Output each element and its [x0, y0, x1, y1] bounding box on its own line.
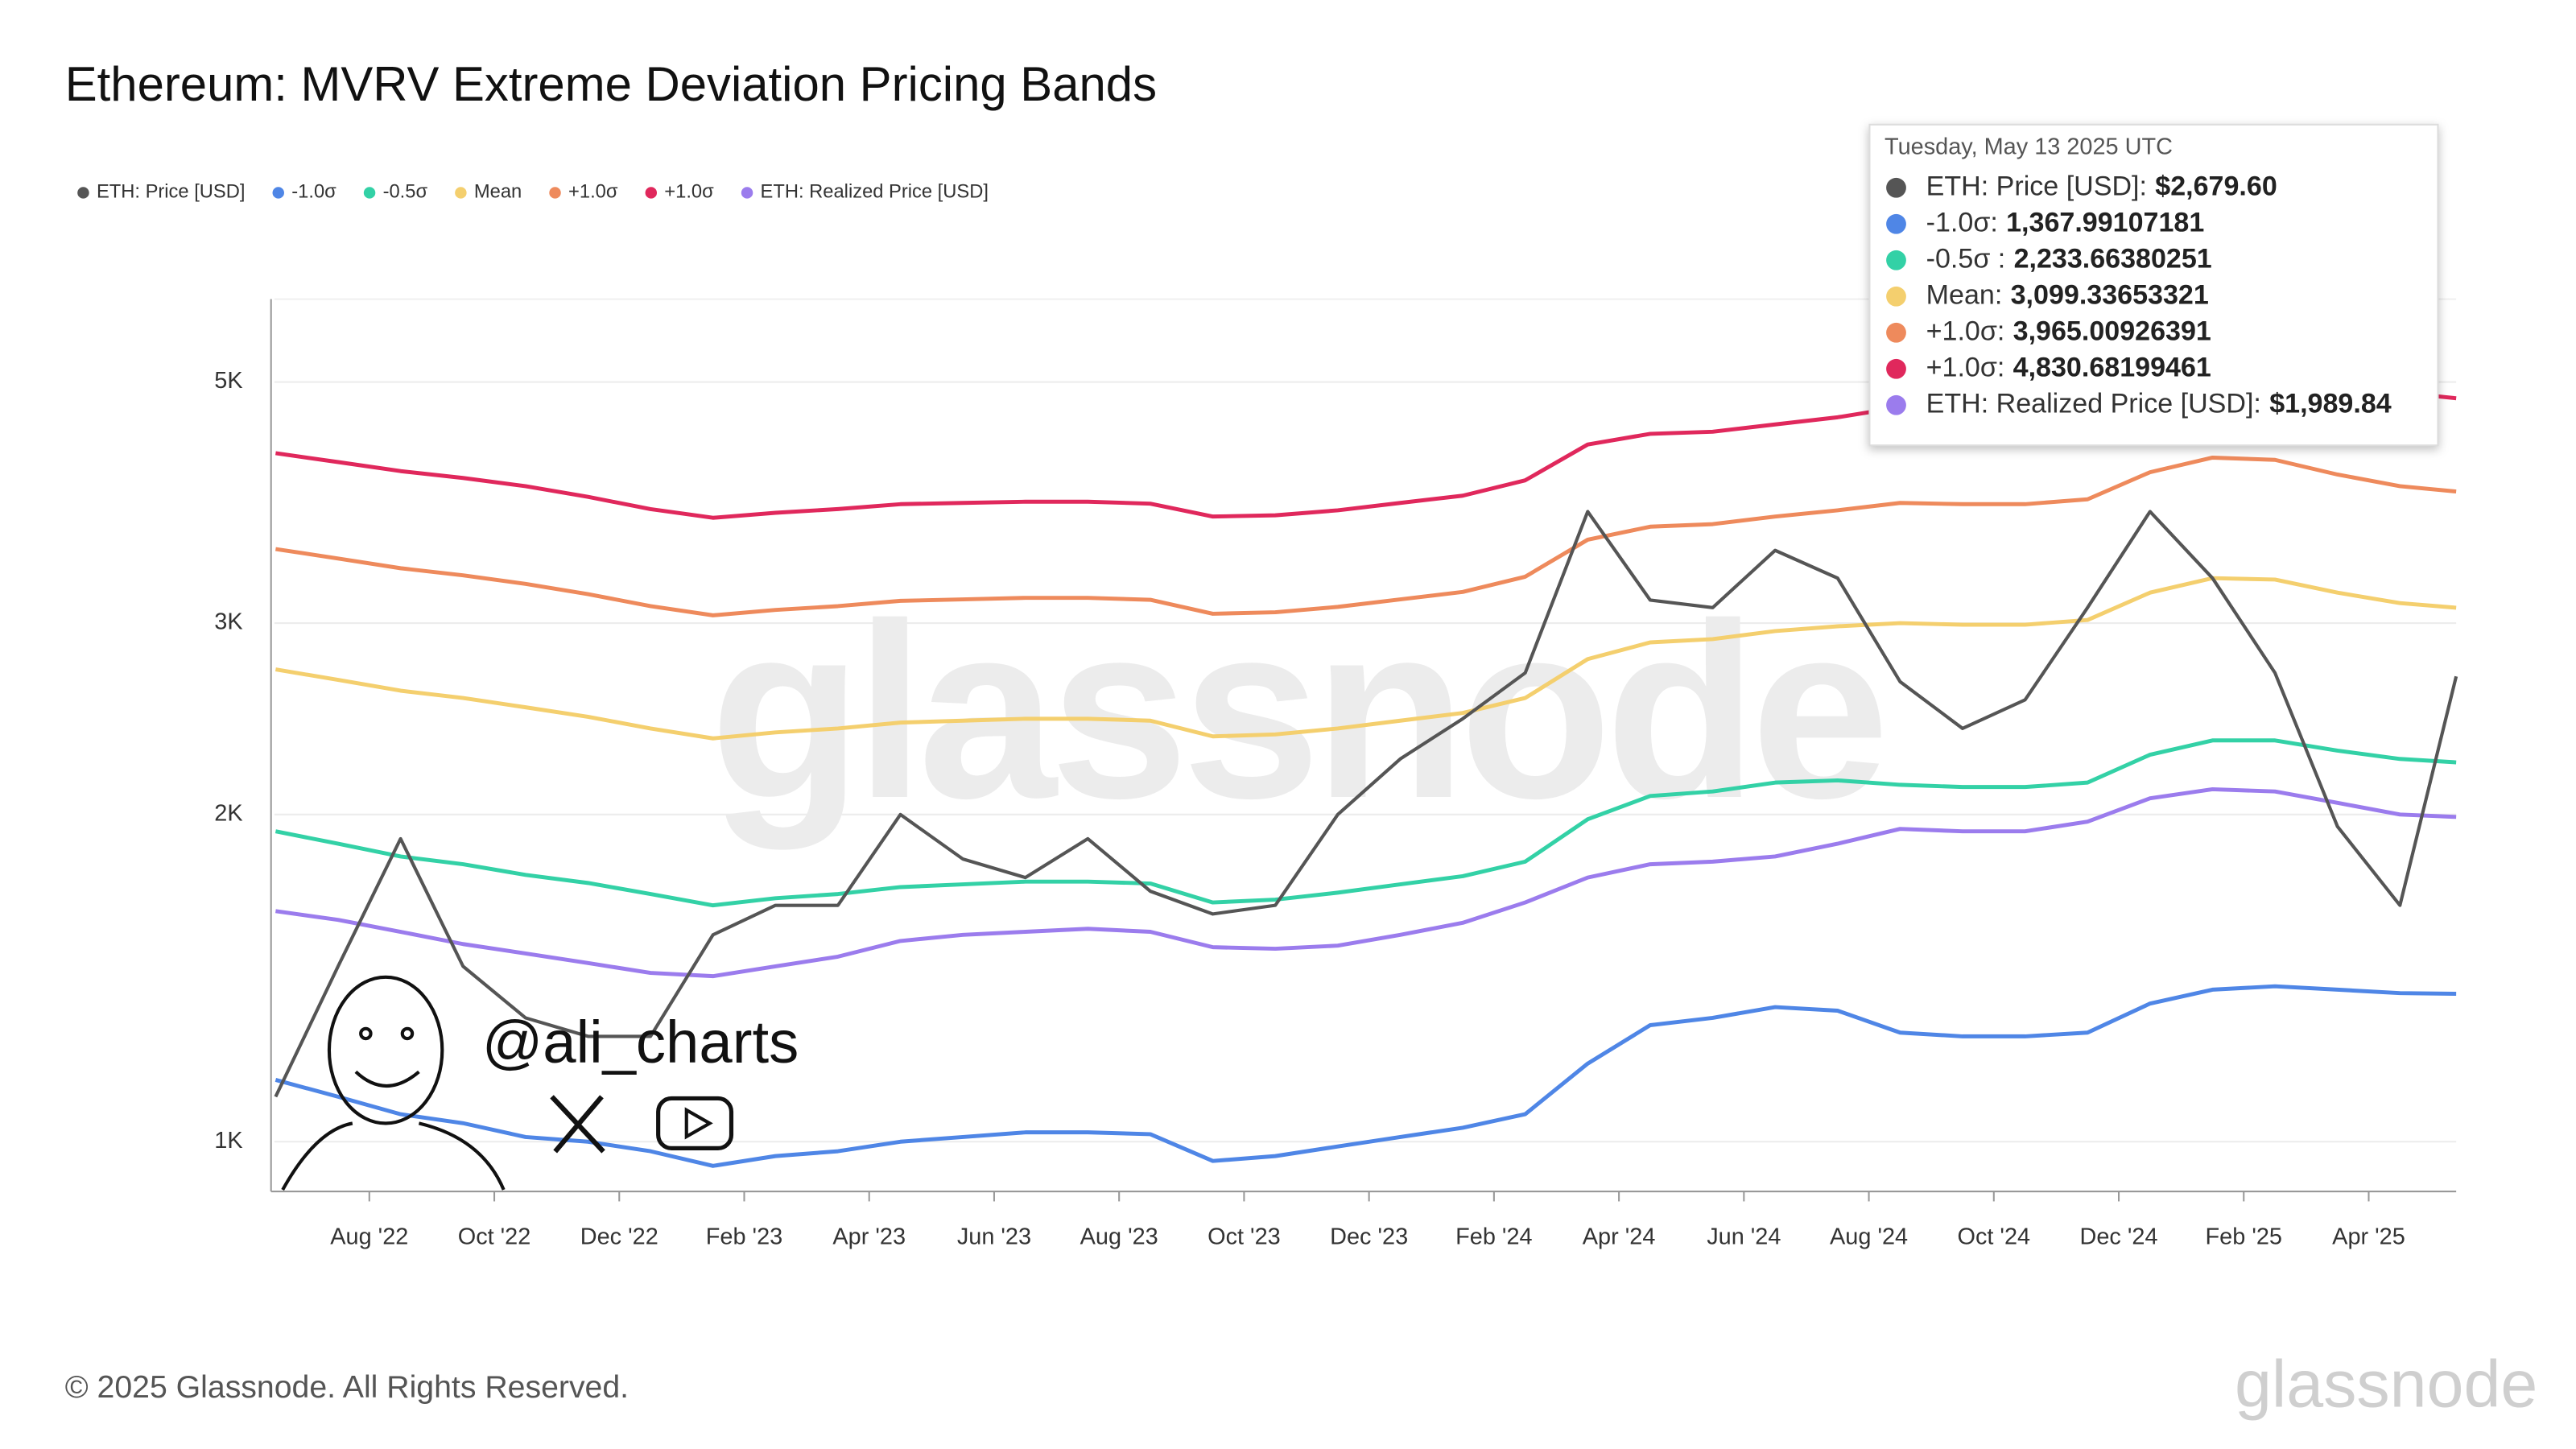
- avatar-head: [327, 975, 444, 1125]
- legend-marker: [455, 187, 467, 199]
- legend-label: -1.0σ: [291, 182, 336, 203]
- tooltip-label: Mean:: [1926, 279, 2003, 310]
- x-tick-label: Oct '23: [1208, 1224, 1281, 1249]
- legend-marker: [363, 187, 376, 199]
- legend-marker: [741, 187, 753, 199]
- handle: @ali_charts: [482, 1009, 799, 1075]
- y-tick-label: 3K: [214, 609, 242, 635]
- tooltip-value: 2,233.66380251: [2014, 243, 2212, 274]
- avatar-eye: [400, 1026, 415, 1041]
- watermark: glassnode: [710, 572, 1884, 852]
- tooltip-marker: [1886, 358, 1906, 379]
- tooltip-box: [1868, 123, 2439, 447]
- x-tick-label: Apr '24: [1583, 1224, 1656, 1249]
- x-icon: [550, 1095, 605, 1154]
- y-tick-label: 1K: [214, 1128, 242, 1154]
- legend-label: +1.0σ: [664, 182, 714, 203]
- tooltip-value: 3,099.33653321: [2011, 279, 2209, 310]
- y-tick-label: 5K: [214, 368, 242, 394]
- x-tick-label: Dec '23: [1330, 1224, 1408, 1249]
- avatar-smile: [354, 1070, 420, 1088]
- tooltip-label: -0.5σ :: [1926, 243, 2006, 274]
- tooltip-row: +1.0σ: 3,965.00926391: [1926, 316, 2211, 346]
- legend-marker: [549, 187, 561, 199]
- series-line: [275, 455, 2457, 617]
- tooltip-label: ETH: Price [USD]:: [1926, 171, 2147, 201]
- youtube-frame: [656, 1096, 734, 1150]
- x-tick-label: Aug '23: [1080, 1224, 1158, 1249]
- series-line: [274, 510, 2458, 1098]
- tooltip-value: 1,367.99107181: [2006, 207, 2204, 237]
- x-tick-label: Aug '24: [1830, 1224, 1908, 1249]
- chart-title: Ethereum: MVRV Extreme Deviation Pricing…: [65, 57, 1157, 111]
- legend: ETH: Price [USD] -1.0σ -0.5σ Mean +1.0σ +1.0σ…: [77, 182, 989, 203]
- legend-label: -0.5σ: [383, 182, 428, 203]
- x-tick-label: Dec '22: [580, 1224, 658, 1249]
- x-tick-label: Feb '23: [706, 1224, 782, 1249]
- x-tick-label: Aug '22: [330, 1224, 408, 1249]
- avatar-eye: [359, 1026, 373, 1041]
- legend-item[interactable]: -0.5σ: [363, 182, 428, 203]
- tooltip-row: +1.0σ: 4,830.68199461: [1926, 352, 2211, 382]
- legend-item[interactable]: ETH: Realized Price [USD]: [741, 182, 989, 203]
- legend-marker: [272, 187, 284, 199]
- tooltip-marker: [1886, 213, 1906, 234]
- series-line: [275, 576, 2457, 741]
- tooltip-marker: [1886, 250, 1906, 270]
- youtube-play: [684, 1107, 713, 1140]
- youtube-icon: [656, 1096, 734, 1150]
- tooltip-label: ETH: Realized Price [USD]:: [1926, 388, 2261, 419]
- tooltip-value: 4,830.68199461: [2013, 352, 2211, 382]
- tooltip-marker: [1886, 394, 1906, 415]
- legend-label: ETH: Price [USD]: [97, 182, 246, 203]
- legend-item[interactable]: Mean: [455, 182, 522, 203]
- tooltip-row: -1.0σ: 1,367.99107181: [1926, 207, 2205, 237]
- tooltip-row: -0.5σ : 2,233.66380251: [1926, 243, 2212, 274]
- tooltip: Tuesday, May 13 2025 UTC ETH: Price [USD…: [1868, 123, 2439, 447]
- legend-item[interactable]: +1.0σ: [549, 182, 618, 203]
- x-tick-label: Jun '23: [957, 1224, 1031, 1249]
- plot-area: 1K 2K 3K 5K Aug '22 Oct '22 Dec '22 Feb '23 Apr …: [214, 298, 2458, 1249]
- y-tick-label: 2K: [214, 800, 242, 826]
- legend-item[interactable]: ETH: Price [USD]: [77, 182, 245, 203]
- legend-item[interactable]: +1.0σ: [645, 182, 715, 203]
- tooltip-label: +1.0σ:: [1926, 316, 2005, 346]
- x-tick-label: Jun '24: [1707, 1224, 1781, 1249]
- x-tick-label: Dec '24: [2080, 1224, 2158, 1249]
- legend-label: ETH: Realized Price [USD]: [761, 182, 989, 203]
- legend-label: Mean: [474, 182, 522, 203]
- x-tick-label: Oct '22: [458, 1224, 531, 1249]
- tooltip-marker: [1886, 286, 1906, 307]
- legend-item[interactable]: -1.0σ: [272, 182, 337, 203]
- tooltip-marker: [1886, 322, 1906, 343]
- legend-marker: [77, 187, 89, 199]
- tooltip-label: -1.0σ:: [1926, 207, 1998, 237]
- x-icon-stroke: [553, 1095, 604, 1154]
- tooltip-row: Mean: 3,099.33653321: [1926, 279, 2209, 310]
- series-line: [275, 786, 2457, 979]
- x-tick-label: Feb '24: [1455, 1224, 1532, 1249]
- tooltip-row: ETH: Price [USD]: $2,679.60: [1926, 171, 2277, 201]
- x-tick-label: Feb '25: [2206, 1224, 2282, 1249]
- avatar: [281, 975, 506, 1191]
- x-tick-label: Apr '23: [832, 1224, 906, 1249]
- tooltip-row: ETH: Realized Price [USD]: $1,989.84: [1926, 388, 2392, 419]
- x-tick-label: Oct '24: [1958, 1224, 2031, 1249]
- series-line: [275, 738, 2457, 908]
- series-line: [275, 984, 2457, 1168]
- legend-label: +1.0σ: [568, 182, 618, 203]
- tooltip-date: Tuesday, May 13 2025 UTC: [1885, 134, 2173, 159]
- avatar-shoulders: [281, 1121, 506, 1191]
- copyright: © 2025 Glassnode. All Rights Reserved.: [65, 1369, 629, 1405]
- tooltip-marker: [1886, 177, 1906, 198]
- legend-marker: [645, 187, 658, 199]
- x-tick-label: Apr '25: [2332, 1224, 2405, 1249]
- tooltip-value: $1,989.84: [2269, 388, 2392, 419]
- tooltip-value: 3,965.00926391: [2013, 316, 2211, 346]
- tooltip-label: +1.0σ:: [1926, 352, 2005, 382]
- tooltip-value: $2,679.60: [2155, 171, 2277, 201]
- logo: glassnode: [2235, 1348, 2537, 1422]
